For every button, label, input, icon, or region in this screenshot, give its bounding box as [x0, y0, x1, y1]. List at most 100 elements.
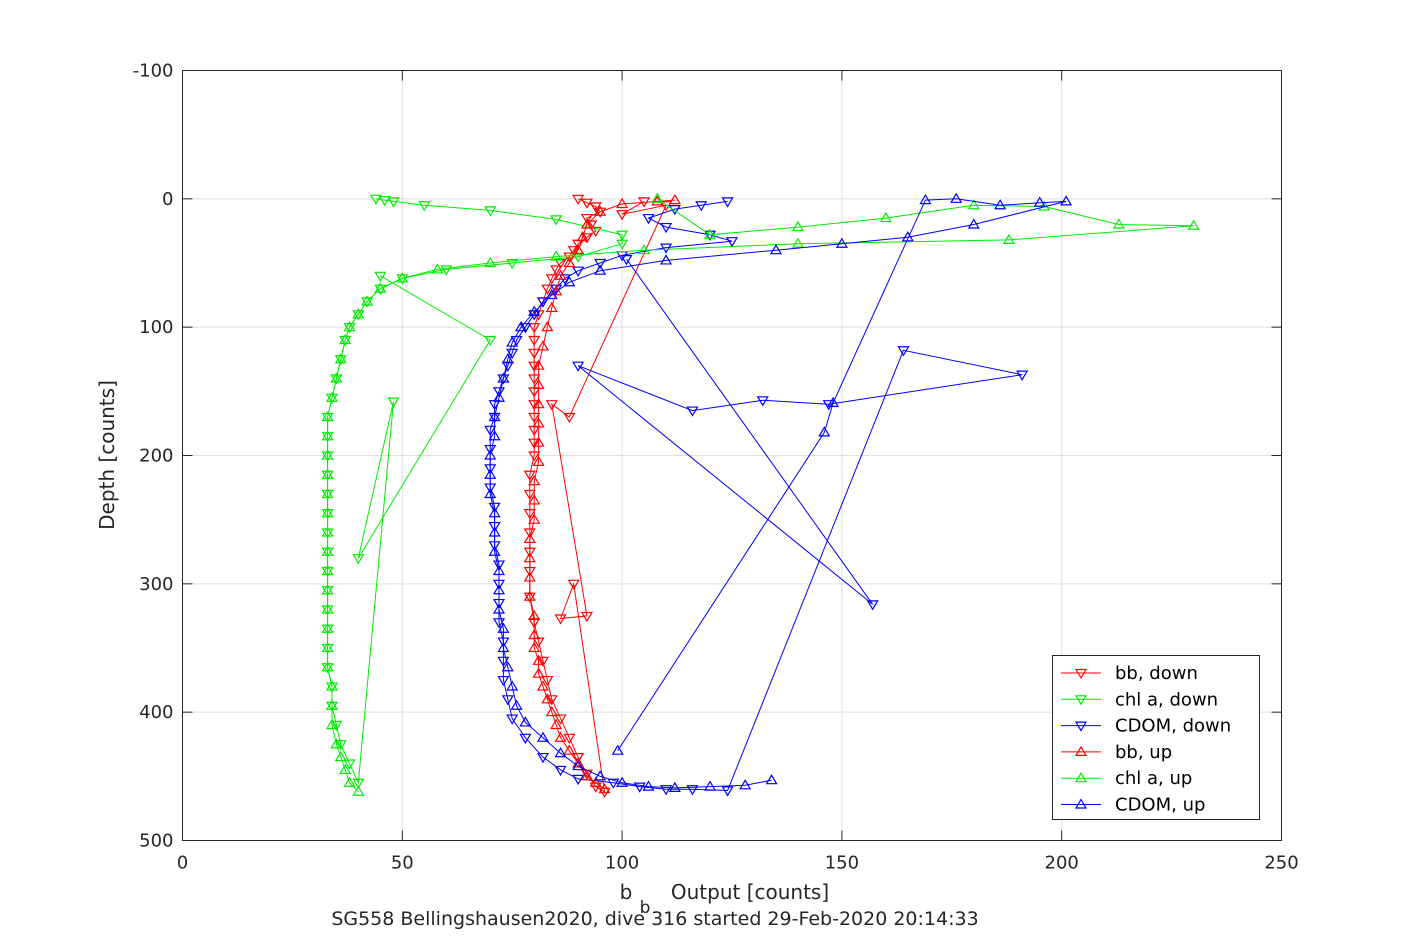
- x-axis-label: Output [counts]: [671, 880, 829, 904]
- data-point: [374, 284, 387, 295]
- x-tick-label: 200: [1045, 853, 1079, 874]
- data-point: [594, 207, 607, 218]
- data-point: [536, 752, 550, 764]
- data-point: [545, 400, 558, 411]
- data-point: [484, 206, 497, 217]
- legend-marker: [1074, 772, 1088, 783]
- data-point: [523, 532, 536, 544]
- data-point: [827, 396, 840, 407]
- data-point: [572, 759, 585, 771]
- data-point: [321, 468, 334, 479]
- data-point: [721, 197, 734, 208]
- legend-box: [1052, 655, 1260, 820]
- x-tick-label: 100: [605, 853, 639, 874]
- series-line: [327, 198, 1194, 793]
- data-point: [545, 301, 558, 313]
- legend-marker: [1074, 721, 1088, 732]
- data-point: [528, 641, 541, 653]
- data-point: [361, 297, 374, 308]
- data-point: [536, 297, 550, 308]
- data-point: [638, 243, 651, 255]
- data-point: [321, 622, 334, 633]
- data-point: [550, 265, 563, 276]
- data-point: [334, 750, 347, 762]
- data-point: [523, 470, 536, 481]
- data-point: [528, 438, 541, 449]
- data-point: [330, 720, 343, 732]
- data-point: [572, 774, 585, 786]
- legend-label: CDOM, down: [1115, 716, 1231, 737]
- series-4: [321, 192, 1200, 796]
- series-3: [523, 193, 681, 794]
- data-point: [523, 489, 536, 501]
- data-point: [616, 776, 629, 787]
- data-point: [616, 210, 629, 221]
- legend-label: bb, up: [1115, 742, 1172, 763]
- data-point: [321, 487, 334, 499]
- data-point: [528, 348, 541, 360]
- data-point: [580, 213, 593, 225]
- data-point: [488, 545, 501, 556]
- data-point: [919, 193, 932, 205]
- data-point: [528, 494, 541, 505]
- data-point: [343, 323, 356, 334]
- data-point: [580, 770, 593, 781]
- legend-label: CDOM, up: [1115, 795, 1205, 816]
- legend-marker: [1074, 745, 1088, 757]
- data-point: [321, 564, 334, 576]
- data-point: [532, 455, 545, 467]
- data-point: [523, 551, 536, 563]
- series-line: [489, 200, 1023, 792]
- data-point: [660, 254, 673, 265]
- data-point: [387, 397, 400, 408]
- data-point: [488, 526, 501, 537]
- data-point: [594, 264, 607, 275]
- data-point: [506, 258, 519, 270]
- data-point: [594, 205, 607, 216]
- data-point: [492, 584, 506, 595]
- data-point: [343, 759, 356, 770]
- data-point: [488, 412, 501, 424]
- data-point: [572, 757, 585, 768]
- data-point: [352, 785, 365, 796]
- data-point: [321, 526, 334, 537]
- legend-marker: [1074, 668, 1088, 680]
- legend-marker: [1074, 798, 1088, 809]
- data-point: [660, 243, 673, 254]
- data-point: [594, 258, 607, 270]
- data-point: [374, 282, 387, 293]
- data-point: [523, 590, 536, 601]
- data-point: [611, 744, 624, 755]
- data-point: [550, 718, 563, 730]
- x-tick-label: 0: [177, 853, 188, 874]
- data-point: [536, 340, 550, 351]
- data-point: [321, 641, 334, 653]
- data-point: [484, 256, 497, 268]
- data-point: [563, 733, 576, 745]
- data-point: [572, 194, 585, 206]
- data-point: [492, 564, 506, 576]
- data-point: [506, 680, 519, 691]
- data-point: [536, 656, 550, 668]
- data-point: [536, 680, 550, 691]
- legend-label: chl a, up: [1115, 768, 1192, 789]
- data-point: [506, 714, 519, 725]
- data-point: [484, 335, 497, 347]
- data-point: [769, 243, 783, 255]
- data-point: [1033, 196, 1046, 207]
- data-point: [519, 323, 532, 334]
- data-point: [334, 353, 347, 364]
- data-point: [660, 785, 673, 796]
- data-point: [536, 731, 550, 742]
- y-tick-label: -100: [133, 61, 174, 82]
- data-point: [545, 288, 558, 300]
- data-point: [374, 271, 387, 283]
- data-point: [1002, 233, 1015, 244]
- data-point: [580, 233, 593, 244]
- data-point: [334, 355, 347, 366]
- data-point: [822, 400, 835, 411]
- data-point: [721, 786, 734, 797]
- y-tick-label: 500: [139, 831, 173, 852]
- chart-title: SG558 Bellingshausen2020, dive 316 start…: [331, 908, 978, 930]
- data-point: [580, 611, 593, 623]
